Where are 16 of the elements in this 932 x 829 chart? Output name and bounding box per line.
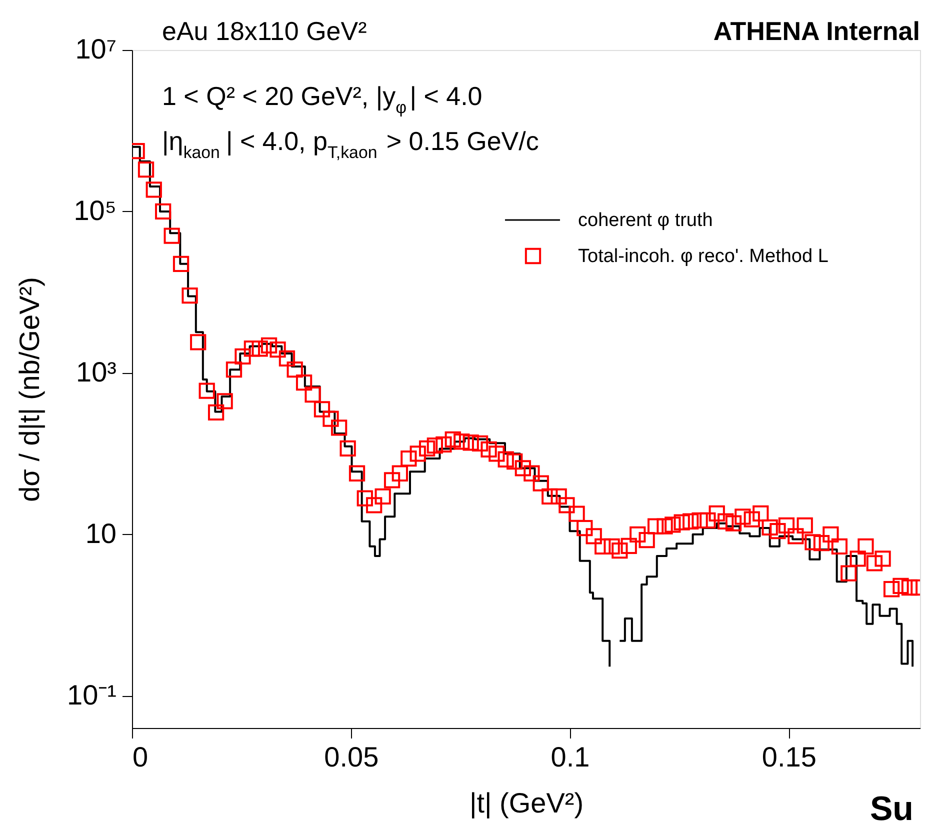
y-tick-label: 10⁵ bbox=[74, 194, 116, 226]
y-tick-label: 10⁷ bbox=[75, 34, 116, 64]
x-tick-label: 0 bbox=[132, 742, 148, 772]
x-tick-label: 0.1 bbox=[550, 742, 590, 772]
text: Su bbox=[870, 790, 914, 828]
y-tick-label: 10³ bbox=[76, 356, 116, 388]
x-tick-label: 0.05 bbox=[324, 742, 379, 772]
chart-title: eAu 18x110 GeV² bbox=[162, 16, 368, 46]
legend-label: coherent φ truth bbox=[578, 210, 713, 231]
y-tick-label: 10⁻¹ bbox=[67, 679, 116, 710]
x-tick-label: 0.15 bbox=[762, 742, 816, 772]
chart-subtitle: ATHENA Internal bbox=[713, 16, 920, 46]
y-tick-label: 10 bbox=[85, 518, 116, 549]
legend-label: Total-incoh. φ reco'. Method L bbox=[578, 246, 828, 267]
y-axis-title: dσ / d|t| (nb/GeV²) bbox=[14, 277, 46, 502]
x-axis-title: |t| (GeV²) bbox=[469, 788, 584, 818]
